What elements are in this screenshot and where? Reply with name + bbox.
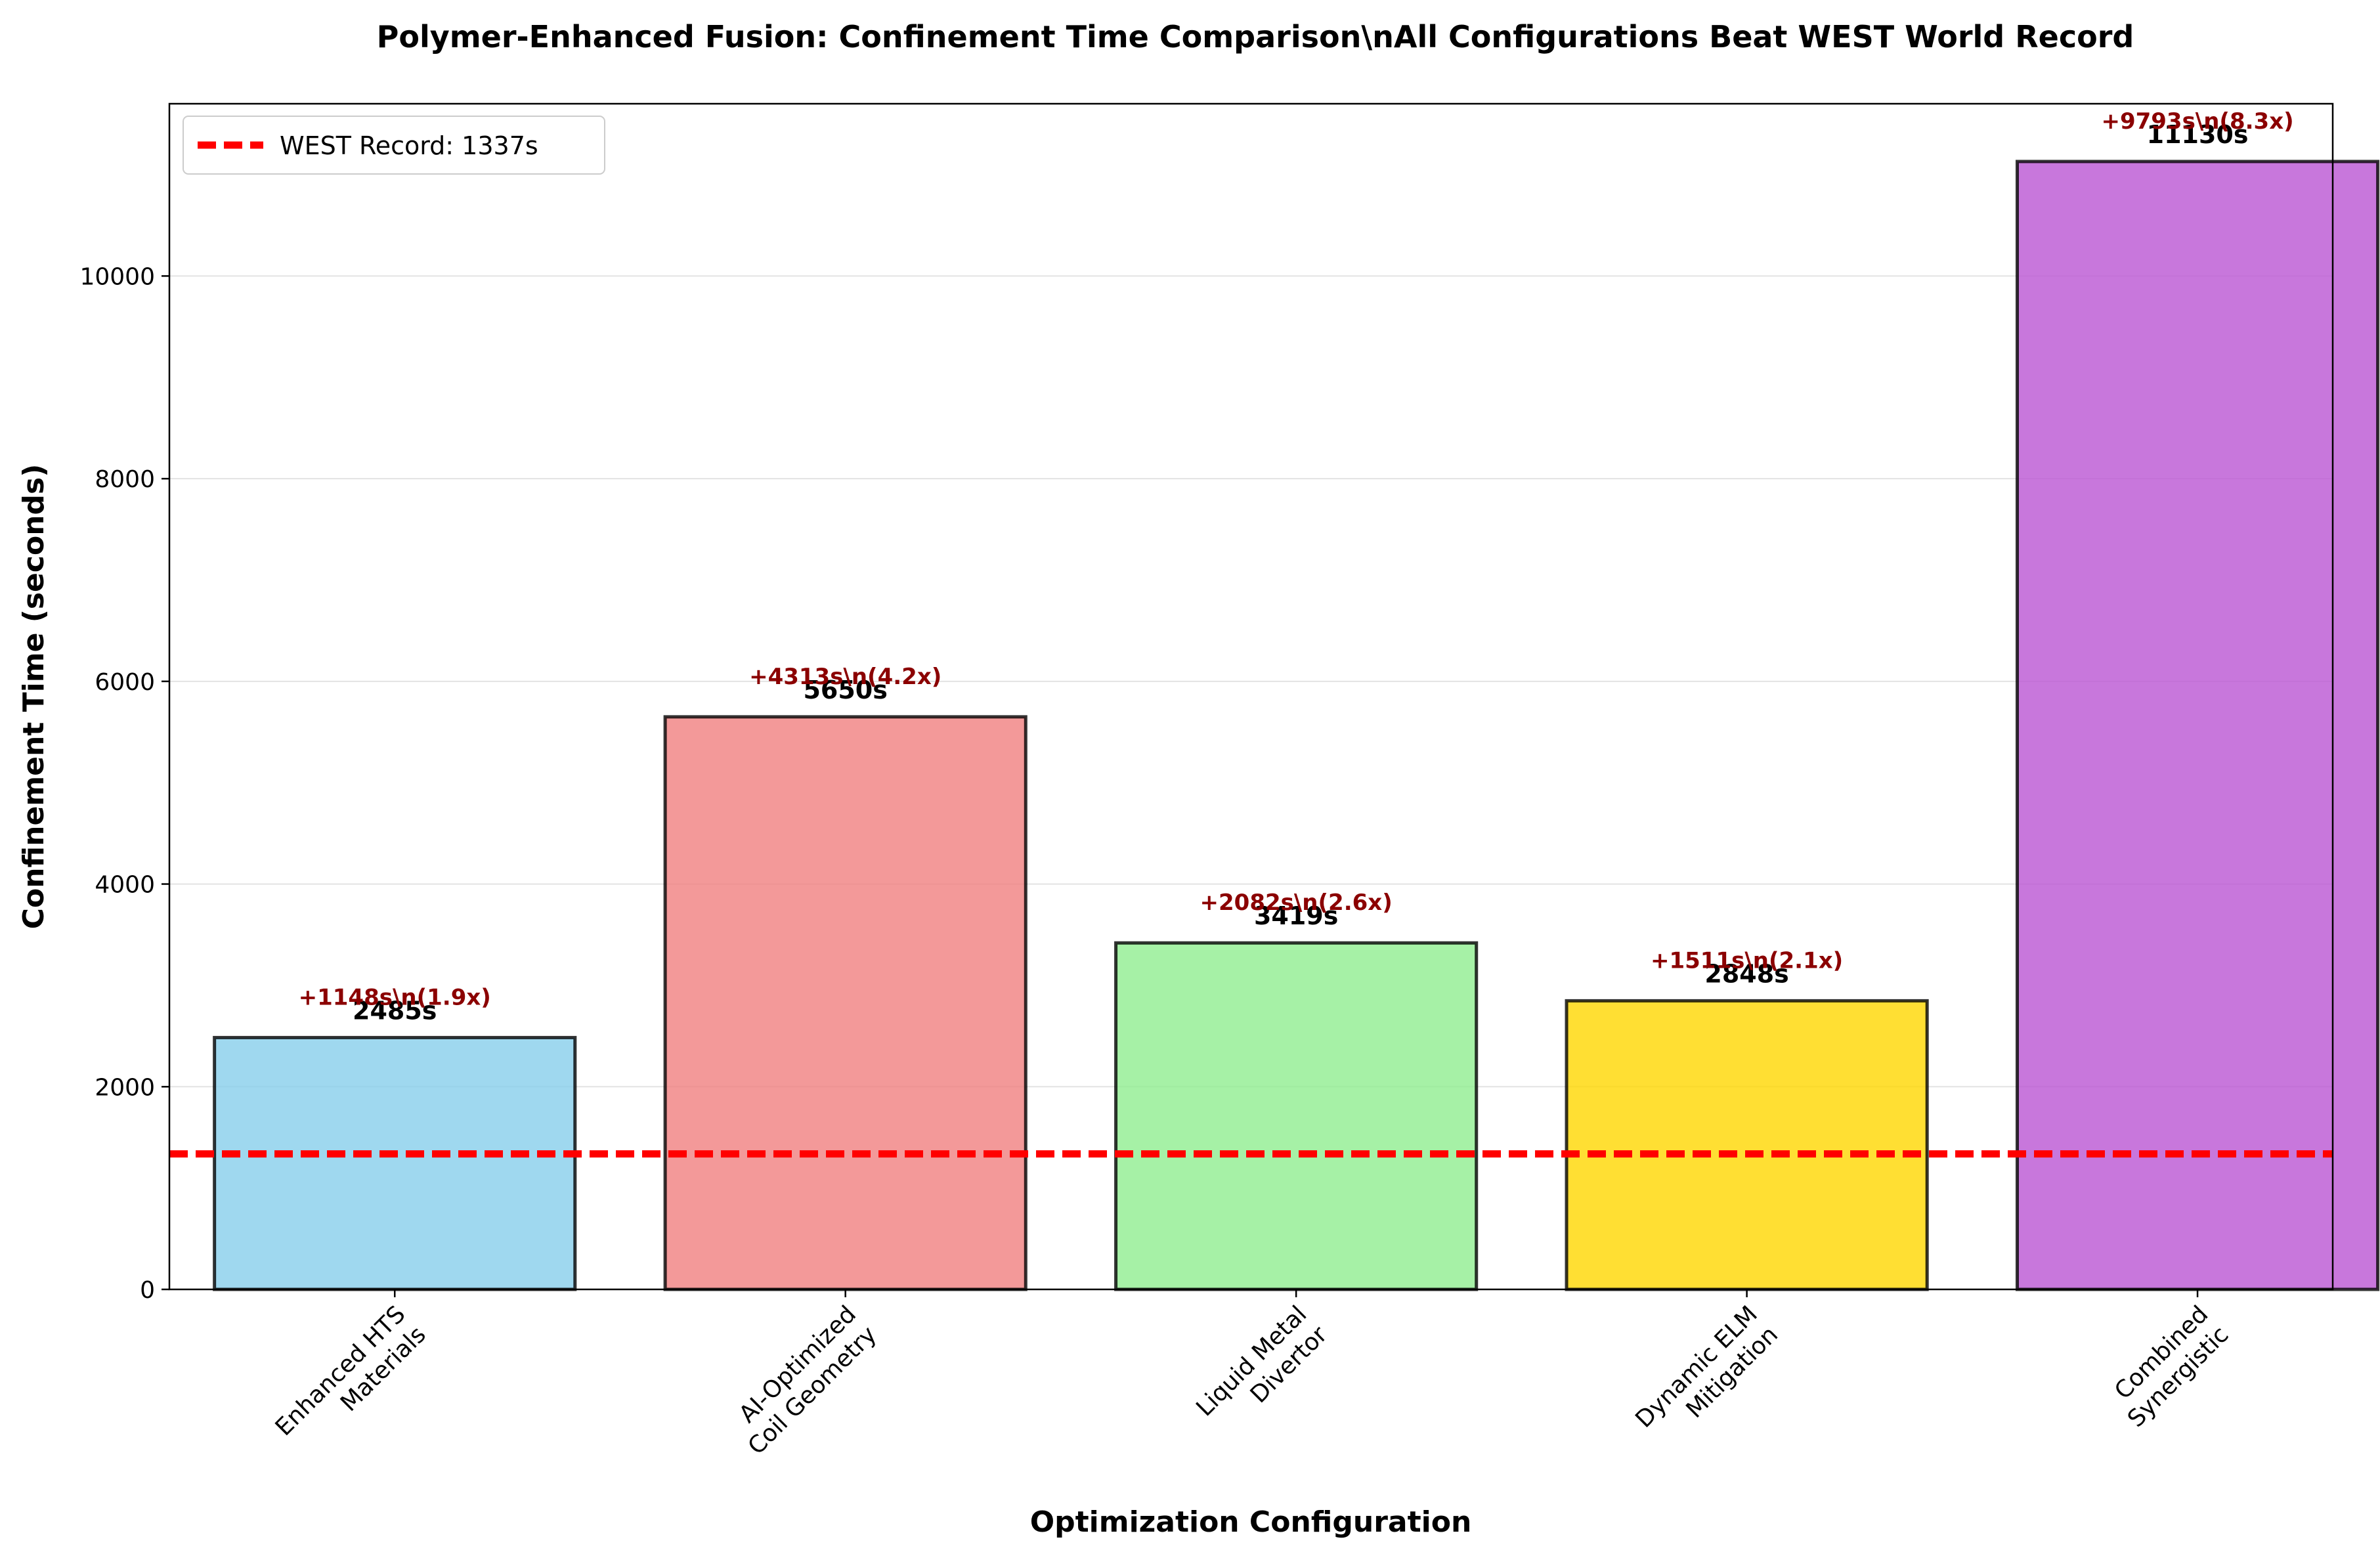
x-tick-label: AI-OptimizedCoil Geometry <box>723 1301 882 1460</box>
y-tick-label: 10000 <box>79 263 155 290</box>
x-tick-label: Dynamic ELMMitigation <box>1630 1301 1783 1454</box>
bars <box>213 160 2380 1291</box>
value-label: 5650s <box>803 676 887 704</box>
improvement-label: +4313s\n(4.2x) <box>749 664 941 690</box>
value-label: 2485s <box>353 996 437 1025</box>
improvement-label: +1148s\n(1.9x) <box>299 984 491 1010</box>
bar <box>1565 999 1929 1291</box>
improvement-label: +9793s\n(8.3x) <box>2101 108 2293 135</box>
legend: WEST Record: 1337s <box>183 116 605 175</box>
legend-box <box>183 116 605 175</box>
x-axis: Enhanced HTSMaterials AI-OptimizedCoil Ge… <box>270 1289 2234 1461</box>
y-tick-label: 8000 <box>95 466 155 493</box>
y-tick-label: 6000 <box>95 669 155 696</box>
x-tick-label: Enhanced HTSMaterials <box>270 1301 431 1461</box>
y-tick-label: 2000 <box>95 1074 155 1101</box>
y-axis: 0 2000 4000 6000 8000 10000 <box>79 263 169 1304</box>
value-label: 11130s <box>2147 120 2249 149</box>
plot-frame <box>168 102 2334 1291</box>
grid-lines <box>169 275 2333 1088</box>
improvement-label: +2082s\n(2.6x) <box>1200 890 1393 916</box>
x-axis-label: Optimization Configuration <box>1030 1505 1472 1539</box>
y-axis-label: Confinement Time (seconds) <box>17 464 51 930</box>
value-label: 2848s <box>1704 959 1788 988</box>
y-tick-label: 4000 <box>95 872 155 899</box>
improvement-label: +1511s\n(2.1x) <box>1651 947 1843 974</box>
data-labels: 2485s+1148s\n(1.9x) 5650s+4313s\n(4.2x) 34… <box>299 108 2294 1025</box>
bar <box>213 1035 577 1291</box>
bar <box>663 715 1028 1291</box>
x-tick-label: CombinedSynergistic <box>2102 1301 2234 1433</box>
bar <box>1114 941 1479 1291</box>
chart-title: Polymer-Enhanced Fusion: Confinement Tim… <box>377 19 2134 54</box>
value-label: 3419s <box>1254 901 1338 930</box>
y-tick-label: 0 <box>140 1277 155 1304</box>
bar <box>2015 160 2380 1291</box>
x-tick-label: Liquid MetalDivertor <box>1191 1301 1332 1442</box>
legend-label: WEST Record: 1337s <box>280 131 538 160</box>
